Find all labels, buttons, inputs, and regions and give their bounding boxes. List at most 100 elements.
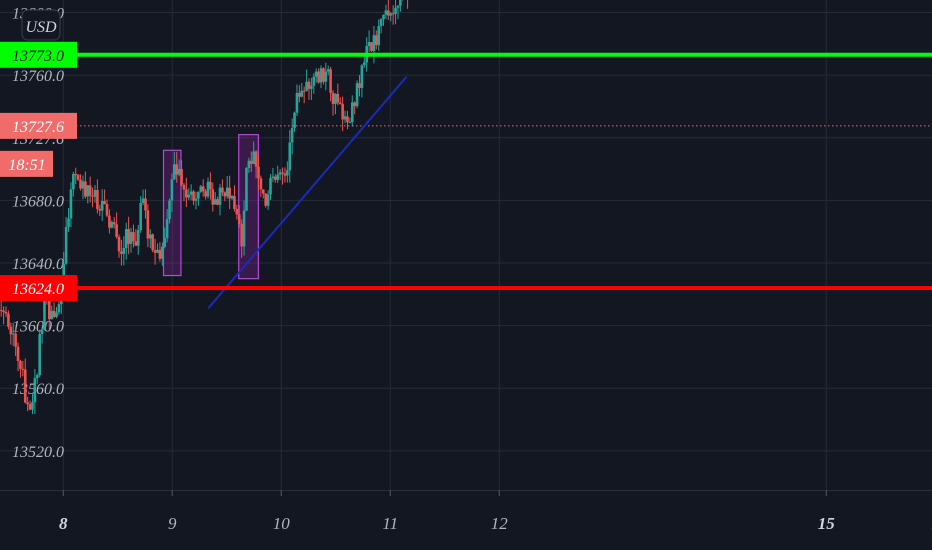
candle-body	[216, 199, 219, 205]
candle-body	[52, 310, 56, 317]
candle-body	[112, 222, 116, 225]
candle-body	[350, 102, 354, 123]
candle-body	[14, 333, 17, 347]
candle-body	[144, 198, 147, 211]
x-tick-label: 9	[168, 514, 177, 533]
candle-body	[79, 179, 82, 189]
candle-body	[336, 93, 340, 103]
candle-body	[288, 142, 292, 171]
candle-body	[110, 222, 114, 228]
candle-body	[324, 71, 328, 82]
currency-badge[interactable]: USD	[21, 9, 61, 41]
candle-body	[38, 334, 41, 376]
candle-body	[33, 378, 37, 403]
candle-body	[96, 189, 99, 209]
trend-line[interactable]	[207, 76, 408, 310]
candle-body	[93, 189, 97, 197]
x-tick-label: 15	[818, 514, 836, 533]
y-tick-label: 13640.0	[12, 256, 64, 273]
candle-body	[377, 26, 381, 46]
candle-body	[310, 85, 313, 89]
candle-body	[194, 198, 198, 201]
candle-body	[370, 42, 373, 52]
candle-body	[158, 249, 162, 259]
candle-body	[170, 179, 174, 201]
candle-body	[108, 215, 111, 228]
candle-body	[322, 68, 325, 82]
candle-body	[146, 210, 150, 239]
y-tick-label: 13760.0	[12, 68, 64, 85]
candle-body	[362, 62, 366, 66]
candle-body	[343, 116, 347, 120]
x-axis: 89101112151	[0, 490, 932, 550]
candle-body	[88, 185, 92, 196]
candle-body	[117, 236, 121, 252]
candle-body	[223, 192, 227, 197]
candle-body	[355, 83, 359, 107]
candle-body	[187, 194, 191, 198]
y-axis-tick-labels: 13520.0 13560.0 13600.0 13640.0 13680.0 13727…	[12, 6, 64, 461]
candle-body	[2, 310, 5, 312]
candle-body	[240, 224, 243, 247]
candle-body	[314, 71, 318, 77]
x-axis-background	[0, 490, 932, 550]
candle-body	[249, 160, 253, 164]
candle-body	[76, 174, 80, 180]
candle-body	[382, 14, 385, 20]
candle-body	[312, 76, 316, 86]
candle-body	[165, 219, 169, 239]
candle-body	[252, 151, 255, 164]
candle-body	[346, 116, 349, 123]
candle-body	[206, 181, 210, 197]
candle-body	[367, 42, 371, 47]
candle-body	[259, 178, 263, 190]
candle-body	[372, 35, 376, 52]
resistance-price-label: 13773.0	[12, 48, 64, 65]
candle-body	[237, 214, 241, 225]
last-price-badge: 13727.6 18:51	[0, 112, 77, 177]
candle-body	[182, 184, 186, 190]
candle-body	[319, 68, 323, 83]
candle-body	[201, 186, 205, 192]
candle-body	[396, 5, 400, 8]
candle-body	[230, 196, 234, 199]
candle-body	[7, 313, 10, 327]
candle-body	[19, 360, 22, 369]
candle-body	[389, 13, 393, 16]
candle-body	[11, 333, 15, 335]
candle-body	[177, 168, 181, 175]
countdown-label: 18:51	[8, 157, 45, 174]
candle-body	[4, 311, 8, 314]
candle-body	[211, 189, 215, 205]
candle-body	[278, 172, 282, 175]
candle-body	[302, 90, 306, 92]
candle-body	[156, 249, 159, 253]
candle-body	[394, 7, 397, 14]
candle-body	[120, 251, 123, 254]
candle-body	[40, 329, 44, 335]
candle-body	[103, 201, 106, 205]
candle-body	[257, 166, 260, 179]
candle-body	[266, 194, 270, 206]
candle-body	[0, 309, 3, 311]
candle-body	[98, 208, 102, 211]
candle-body	[91, 195, 94, 197]
candle-body	[163, 238, 167, 247]
candle-body	[153, 250, 157, 253]
candle-body	[307, 81, 311, 89]
candle-body	[31, 402, 34, 410]
candle-body	[151, 234, 154, 251]
candle-body	[43, 294, 46, 330]
candle-body	[9, 326, 13, 335]
candle-body	[84, 181, 87, 197]
candle-body	[127, 229, 130, 244]
candle-body	[105, 204, 109, 216]
candle-body	[233, 196, 236, 209]
candle-body	[213, 199, 217, 205]
candle-body	[300, 90, 304, 97]
candle-body	[317, 71, 320, 83]
candle-body	[221, 187, 224, 193]
candle-body	[283, 173, 287, 176]
candle-body	[124, 229, 128, 249]
